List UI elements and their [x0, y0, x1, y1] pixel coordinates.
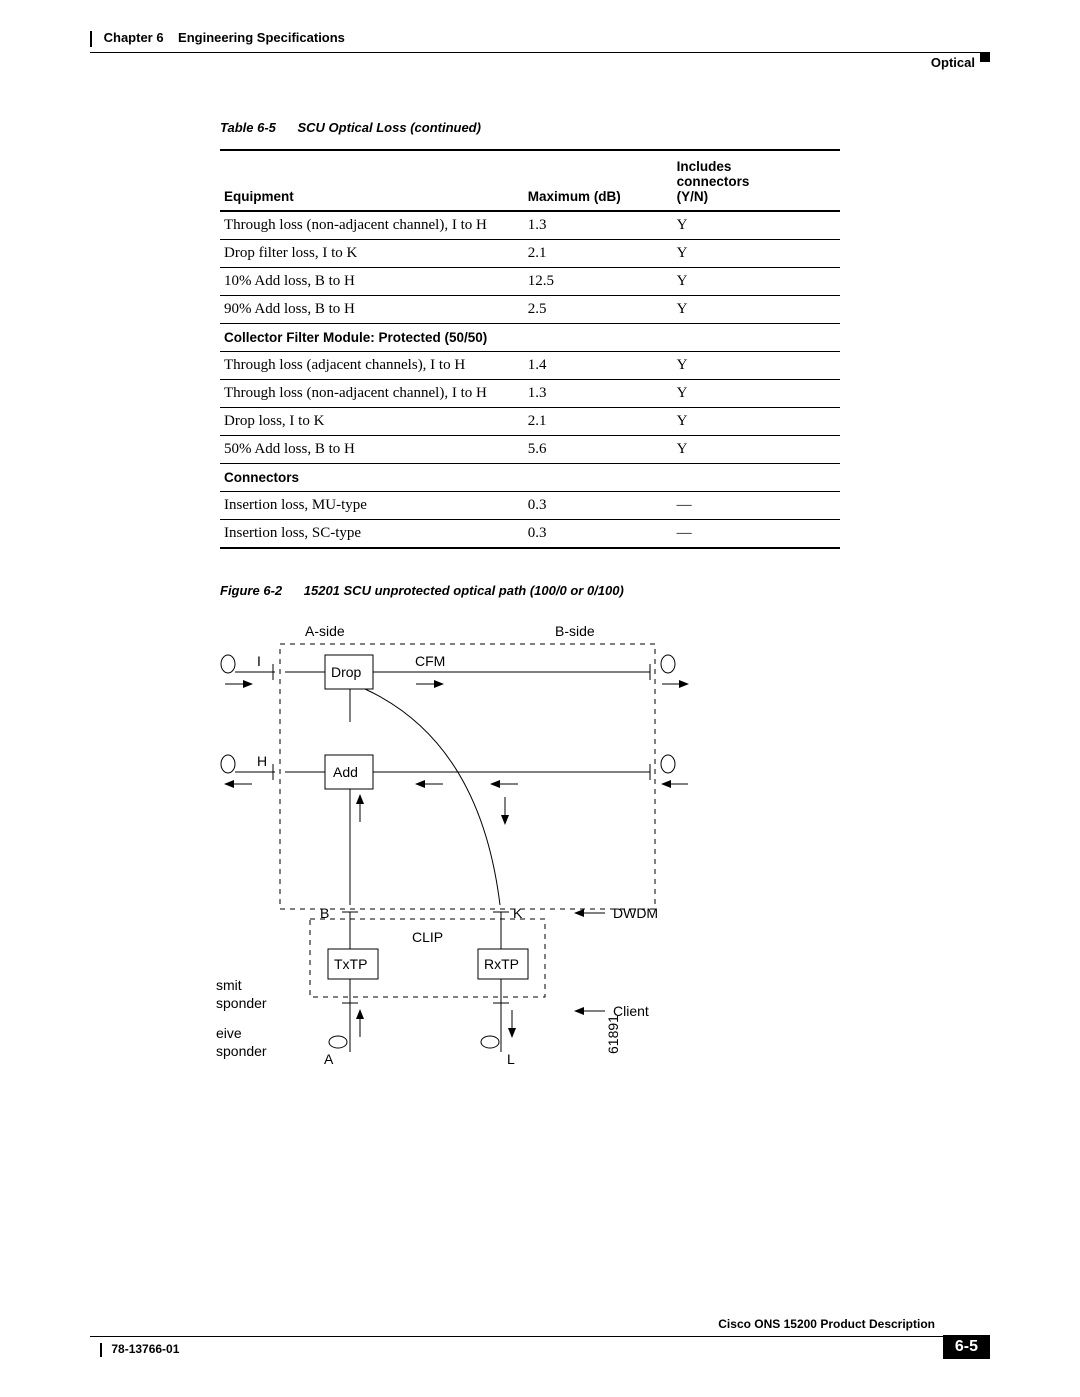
table-cell: 90% Add loss, B to H	[220, 296, 524, 324]
table-cell: 50% Add loss, B to H	[220, 436, 524, 464]
table-caption: Table 6-5 SCU Optical Loss (continued)	[220, 120, 840, 135]
label-refnum: 61891	[605, 1015, 621, 1054]
table-row: Insertion loss, SC-type0.3—	[220, 520, 840, 549]
header-marker	[90, 31, 92, 47]
figure-number: Figure 6-2	[220, 583, 282, 598]
chapter-label: Chapter 6 Engineering Specifications	[90, 30, 345, 47]
footer-rule	[90, 1336, 945, 1337]
table-row: Through loss (non-adjacent channel), I t…	[220, 380, 840, 408]
page-header: Chapter 6 Engineering Specifications	[90, 30, 990, 60]
port-i-out	[661, 655, 675, 673]
page-number-badge: 6-5	[943, 1335, 990, 1359]
table-row: Drop loss, I to K2.1Y	[220, 408, 840, 436]
table-cell: —	[673, 492, 840, 520]
label-bside: B-side	[555, 623, 595, 639]
diagram-svg: A-side B-side CFM I Drop H	[210, 622, 850, 1082]
table-cell: Y	[673, 211, 840, 240]
table-cell: 1.3	[524, 380, 673, 408]
col-equipment: Equipment	[220, 150, 524, 211]
section-marker	[980, 52, 990, 62]
table-cell: Y	[673, 268, 840, 296]
table-cell: 2.1	[524, 408, 673, 436]
label-sponder1: sponder	[216, 995, 267, 1011]
chapter-title: Engineering Specifications	[178, 30, 345, 45]
header-rule	[90, 52, 990, 53]
figure-title: 15201 SCU unprotected optical path (100/…	[304, 583, 624, 598]
col-maximum: Maximum (dB)	[524, 150, 673, 211]
label-rxtp: RxTP	[484, 956, 519, 972]
table-cell: Through loss (non-adjacent channel), I t…	[220, 211, 524, 240]
content-area: Table 6-5 SCU Optical Loss (continued) E…	[220, 120, 840, 1087]
footer-doc-title: Cisco ONS 15200 Product Description	[718, 1317, 935, 1331]
table-row: Collector Filter Module: Protected (50/5…	[220, 324, 840, 352]
table-header-row: Equipment Maximum (dB) Includesconnector…	[220, 150, 840, 211]
table-cell: 10% Add loss, B to H	[220, 268, 524, 296]
table-cell: 5.6	[524, 436, 673, 464]
label-clip: CLIP	[412, 929, 443, 945]
label-eive: eive	[216, 1025, 242, 1041]
section-label: Optical	[931, 55, 975, 70]
diagram: A-side B-side CFM I Drop H	[210, 622, 840, 1087]
table-cell: Insertion loss, SC-type	[220, 520, 524, 549]
table-cell: Y	[673, 240, 840, 268]
table-cell: —	[673, 520, 840, 549]
table-cell: Y	[673, 352, 840, 380]
label-cfm: CFM	[415, 653, 445, 669]
table-cell: 1.4	[524, 352, 673, 380]
table-row: Drop filter loss, I to K2.1Y	[220, 240, 840, 268]
label-H: H	[257, 753, 267, 769]
label-I: I	[257, 653, 261, 669]
doc-id-marker	[100, 1343, 102, 1357]
label-A: A	[324, 1051, 334, 1067]
table-row: 90% Add loss, B to H2.5Y	[220, 296, 840, 324]
table-row: Insertion loss, MU-type0.3—	[220, 492, 840, 520]
table-cell: Drop loss, I to K	[220, 408, 524, 436]
table-cell: Y	[673, 380, 840, 408]
table-cell: Y	[673, 296, 840, 324]
label-aside: A-side	[305, 623, 345, 639]
table-cell: Through loss (non-adjacent channel), I t…	[220, 380, 524, 408]
label-dwdm: DWDM	[613, 905, 658, 921]
spec-table: Equipment Maximum (dB) Includesconnector…	[220, 149, 840, 549]
curve-drop-k	[365, 689, 500, 905]
table-cell: Insertion loss, MU-type	[220, 492, 524, 520]
table-cell: Y	[673, 408, 840, 436]
col-includes: Includesconnectors(Y/N)	[673, 150, 840, 211]
table-row: 50% Add loss, B to H5.6Y	[220, 436, 840, 464]
table-cell: 0.3	[524, 492, 673, 520]
table-row: Connectors	[220, 464, 840, 492]
table-cell: Drop filter loss, I to K	[220, 240, 524, 268]
table-title: SCU Optical Loss (continued)	[298, 120, 481, 135]
port-h-out	[661, 755, 675, 773]
label-drop: Drop	[331, 664, 362, 680]
section-cell: Connectors	[220, 464, 840, 492]
table-cell: Through loss (adjacent channels), I to H	[220, 352, 524, 380]
table-cell: 0.3	[524, 520, 673, 549]
section-cell: Collector Filter Module: Protected (50/5…	[220, 324, 840, 352]
figure-caption: Figure 6-2 15201 SCU unprotected optical…	[220, 583, 840, 598]
table-cell: 2.1	[524, 240, 673, 268]
port-a	[329, 1036, 347, 1048]
table-cell: 1.3	[524, 211, 673, 240]
label-smit: smit	[216, 977, 242, 993]
footer-doc-id: 78-13766-01	[100, 1342, 179, 1357]
table-cell: Y	[673, 436, 840, 464]
table-row: Through loss (adjacent channels), I to H…	[220, 352, 840, 380]
table-row: 10% Add loss, B to H12.5Y	[220, 268, 840, 296]
table-number: Table 6-5	[220, 120, 276, 135]
port-l	[481, 1036, 499, 1048]
label-add: Add	[333, 764, 358, 780]
port-h	[221, 755, 235, 773]
table-row: Through loss (non-adjacent channel), I t…	[220, 211, 840, 240]
chapter-num: Chapter 6	[104, 30, 164, 45]
label-sponder2: sponder	[216, 1043, 267, 1059]
table-cell: 12.5	[524, 268, 673, 296]
label-txtp: TxTP	[334, 956, 367, 972]
label-L: L	[507, 1051, 515, 1067]
table-cell: 2.5	[524, 296, 673, 324]
port-i	[221, 655, 235, 673]
